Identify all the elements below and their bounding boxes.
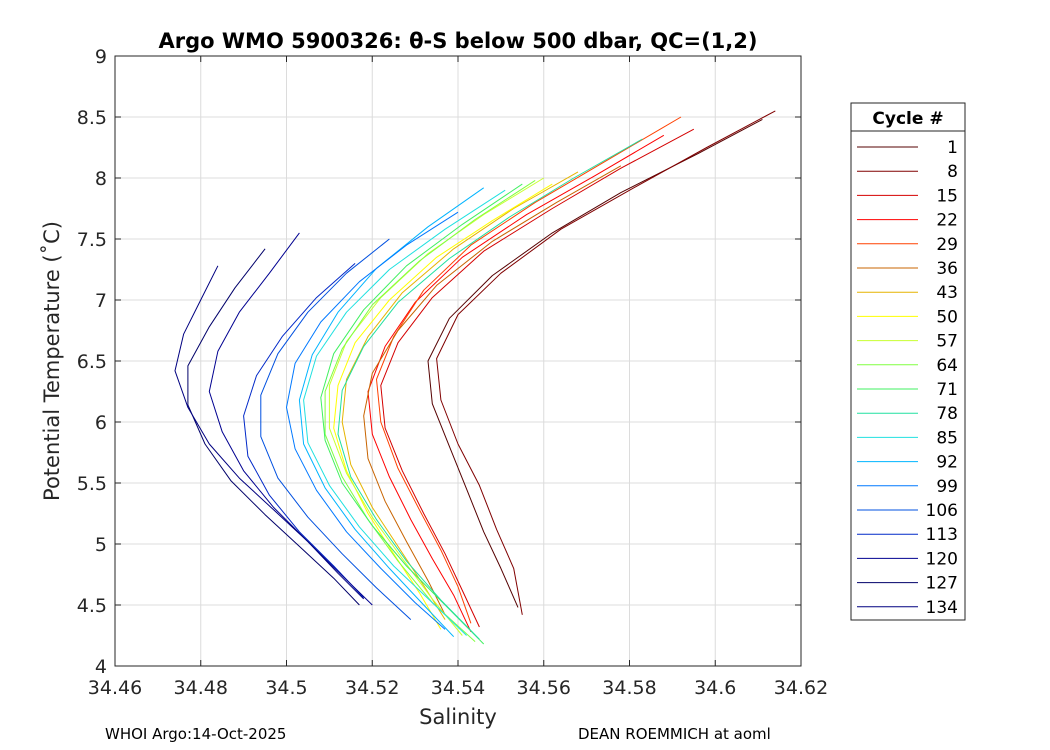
legend-label: 127 xyxy=(926,574,958,594)
legend-label: 120 xyxy=(926,549,958,569)
legend-label: 92 xyxy=(936,453,958,473)
legend: Cycle # 18152229364350576471788592991061… xyxy=(850,102,966,621)
chart-title: Argo WMO 5900326: θ-S below 500 dbar, QC… xyxy=(159,29,758,53)
series-line-cycle-36 xyxy=(363,165,622,616)
legend-label: 57 xyxy=(936,332,958,352)
x-tick-label: 34.6 xyxy=(694,677,736,699)
x-tick-label: 34.46 xyxy=(88,677,142,699)
x-tick-label: 34.5 xyxy=(265,677,307,699)
legend-label: 64 xyxy=(936,356,958,376)
series-line-cycle-22 xyxy=(367,134,665,633)
y-tick-label: 8 xyxy=(95,168,107,190)
series-line-cycle-1 xyxy=(427,118,763,608)
x-tick-label: 34.56 xyxy=(517,677,571,699)
legend-label: 8 xyxy=(947,162,958,182)
series-line-cycle-43 xyxy=(341,171,579,620)
x-axis-ticks: 34.46 34.48 34.5 34.52 34.54 34.56 34.58 34.6 34… xyxy=(88,56,828,699)
legend-label: 99 xyxy=(936,477,958,497)
series-line-cycle-85 xyxy=(303,189,506,636)
y-tick-label: 6 xyxy=(95,412,107,434)
y-tick-label: 8.5 xyxy=(77,107,107,129)
y-tick-label: 7 xyxy=(95,290,107,312)
series-layer xyxy=(174,110,776,645)
series-line-cycle-8 xyxy=(436,110,776,615)
legend-label: 43 xyxy=(936,283,958,303)
legend-label: 106 xyxy=(926,501,958,521)
footer-credit-left: WHOI Argo:14-Oct-2025 xyxy=(105,725,287,743)
footer-credit-right: DEAN ROEMMICH at aoml xyxy=(578,725,771,743)
series-line-cycle-99 xyxy=(286,211,459,630)
y-tick-label: 4 xyxy=(95,656,107,678)
legend-label: 134 xyxy=(926,598,958,618)
series-line-cycle-78 xyxy=(337,138,643,640)
y-tick-label: 5 xyxy=(95,534,107,556)
legend-title: Cycle # xyxy=(872,109,943,129)
y-tick-label: 4.5 xyxy=(77,595,107,617)
legend-label: 36 xyxy=(936,259,958,279)
series-line-cycle-71 xyxy=(320,183,523,645)
series-line-cycle-29 xyxy=(376,116,682,624)
legend-label: 15 xyxy=(936,186,958,206)
x-tick-label: 34.52 xyxy=(345,677,399,699)
y-axis-label: Potential Temperature (˚C) xyxy=(40,221,64,501)
y-tick-label: 7.5 xyxy=(77,229,107,251)
x-axis-label: Salinity xyxy=(419,705,497,729)
x-tick-label: 34.58 xyxy=(602,677,656,699)
y-tick-label: 5.5 xyxy=(77,473,107,495)
legend-label: 113 xyxy=(926,525,958,545)
legend-label: 50 xyxy=(936,307,958,327)
y-axis-ticks: 4 4.5 5 5.5 6 6.5 7 7.5 8 8.5 9 xyxy=(77,46,801,678)
legend-label: 22 xyxy=(936,211,958,231)
series-line-cycle-134 xyxy=(174,265,365,600)
y-tick-label: 9 xyxy=(95,46,107,68)
y-tick-label: 6.5 xyxy=(77,351,107,373)
x-tick-label: 34.48 xyxy=(174,677,228,699)
plot-area: 34.46 34.48 34.5 34.52 34.54 34.56 34.58 34.6 34… xyxy=(77,46,828,699)
legend-label: 1 xyxy=(947,138,958,158)
legend-label: 78 xyxy=(936,404,958,424)
legend-entries: 1 8 15 22 29 36 43 50 57 64 71 78 85 92 99 106 113 120 127… xyxy=(857,138,958,618)
series-line-cycle-113 xyxy=(243,263,365,599)
series-line-cycle-15 xyxy=(380,128,695,628)
x-tick-label: 34.62 xyxy=(774,677,828,699)
series-line-cycle-106 xyxy=(260,238,412,620)
series-line-cycle-127 xyxy=(187,248,360,606)
x-tick-label: 34.54 xyxy=(431,677,485,699)
legend-label: 85 xyxy=(936,428,958,448)
legend-label: 71 xyxy=(936,380,958,400)
series-line-cycle-64 xyxy=(324,179,536,642)
legend-label: 29 xyxy=(936,235,958,255)
